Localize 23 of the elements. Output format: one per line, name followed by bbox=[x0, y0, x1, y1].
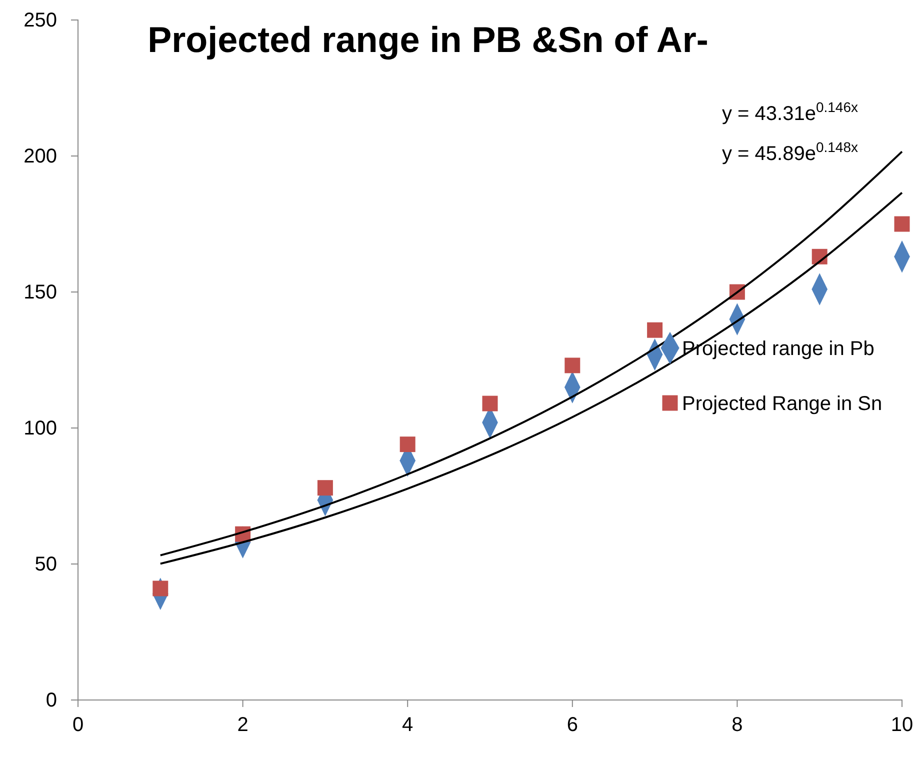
legend-label: Projected Range in Sn bbox=[682, 393, 882, 415]
annotation: y = 43.31e$^{0.146x}$ bbox=[722, 99, 858, 125]
point bbox=[400, 436, 416, 452]
y-tick-label: 0 bbox=[46, 689, 57, 712]
point bbox=[647, 322, 663, 338]
point bbox=[152, 580, 168, 596]
point bbox=[894, 216, 910, 232]
point bbox=[317, 480, 333, 496]
x-tick-label: 6 bbox=[566, 714, 578, 736]
x-tick-label: 10 bbox=[890, 714, 914, 736]
annotation: y = 45.89e$^{0.148x}$ bbox=[722, 139, 858, 165]
y-tick-label: 150 bbox=[24, 281, 57, 304]
point bbox=[482, 396, 498, 412]
point bbox=[564, 358, 580, 374]
x-tick-label: 4 bbox=[402, 714, 414, 736]
x-tick-label: 2 bbox=[237, 714, 248, 736]
y-tick-label: 200 bbox=[24, 145, 57, 168]
y-tick-label: 100 bbox=[24, 417, 57, 440]
chart-title: Projected range in PB &Sn of Ar- bbox=[148, 19, 708, 60]
x-tick-label: 0 bbox=[72, 714, 84, 736]
x-tick-label: 8 bbox=[732, 714, 743, 736]
y-tick-label: 250 bbox=[24, 9, 57, 32]
y-tick-label: 50 bbox=[34, 553, 57, 576]
